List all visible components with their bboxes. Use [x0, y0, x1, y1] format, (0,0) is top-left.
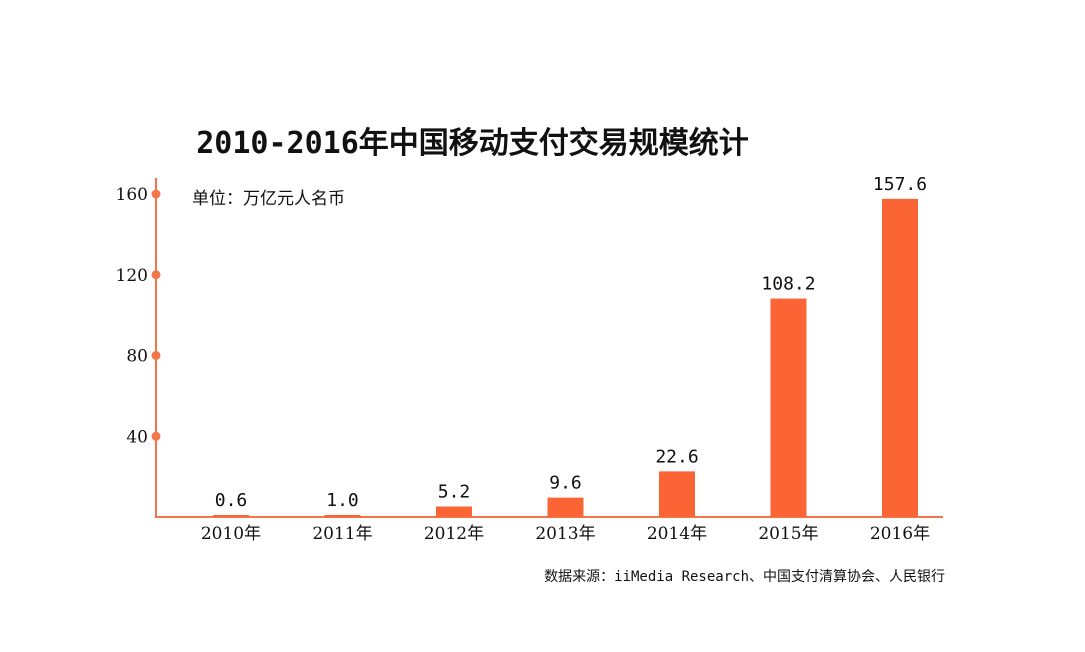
bar-6 — [882, 198, 918, 517]
bar-3 — [547, 497, 584, 517]
x-tick-label-6: 2016年 — [870, 524, 930, 544]
data-label-3: 9.6 — [549, 473, 582, 494]
y-tick-dot-80 — [151, 351, 161, 360]
data-label-0: 0.6 — [215, 490, 248, 511]
data-label-6: 157.6 — [873, 174, 927, 195]
x-tick-label-1: 2011年 — [312, 524, 372, 544]
data-label-5: 108.2 — [761, 274, 815, 295]
y-tick-label-160: 160 — [116, 185, 148, 205]
bar-0 — [213, 515, 249, 517]
unit-label: 单位：万亿元人名币 — [192, 189, 345, 209]
data-label-4: 22.6 — [655, 446, 698, 467]
data-label-1: 1.0 — [326, 490, 359, 511]
x-tick-label-5: 2015年 — [758, 524, 818, 544]
y-tick-label-40: 40 — [126, 427, 148, 447]
y-tick-dot-120 — [151, 270, 161, 280]
bar-5 — [770, 298, 807, 517]
x-tick-label-0: 2010年 — [201, 524, 261, 544]
x-tick-label-3: 2013年 — [535, 524, 595, 544]
y-tick-dot-40 — [151, 431, 161, 441]
y-tick-label-120: 120 — [116, 266, 148, 286]
x-tick-label-2: 2012年 — [424, 524, 484, 544]
bar-2 — [436, 506, 472, 517]
y-tick-dot-160 — [151, 189, 161, 199]
y-tick-label-80: 80 — [126, 347, 148, 367]
data-label-2: 5.2 — [438, 482, 471, 503]
bar-4 — [659, 471, 695, 517]
chart-title-text: 2010-2016年中国移动支付交易规模统计 — [196, 126, 749, 161]
x-tick-label-4: 2014年 — [647, 524, 707, 544]
source-note: 数据来源：iiMedia Research、中国支付清算协会、人民银行 — [544, 569, 945, 585]
chart-title: 2010-2016年中国移动支付交易规模统计 — [0, 122, 1085, 166]
bar-1 — [324, 514, 361, 517]
